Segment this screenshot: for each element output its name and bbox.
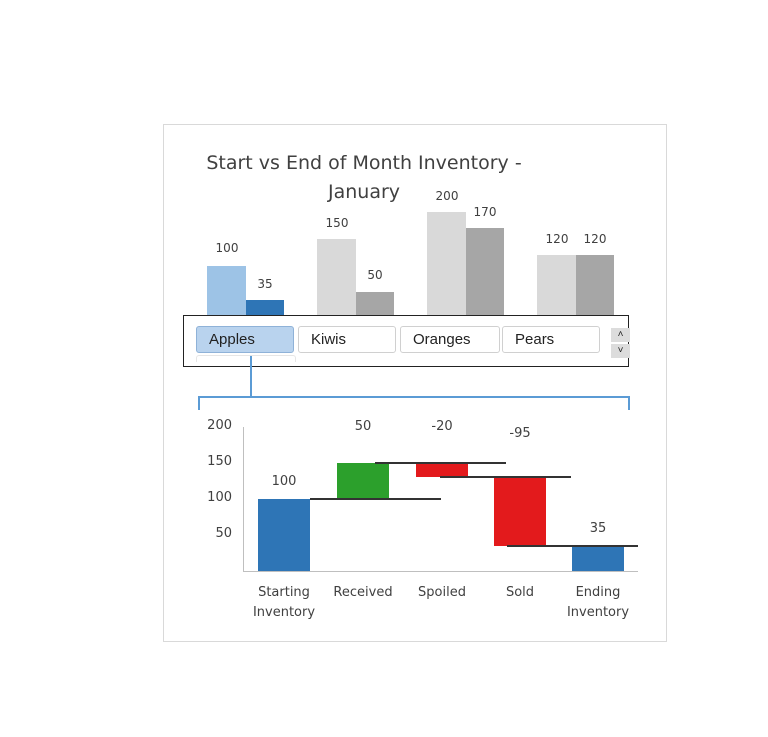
label-oranges-start: 200 <box>435 189 459 203</box>
y-tick-100: 100 <box>207 490 232 505</box>
scroll-down-button[interactable]: ˅ <box>611 344 630 358</box>
title-line-1: Start vs End of Month Inventory - <box>206 152 522 174</box>
wf-step-line-35 <box>507 545 638 547</box>
wf-value-spoiled: -20 <box>431 419 453 434</box>
chevron-up-icon: ˄ <box>617 329 624 340</box>
connector-bracket-top <box>198 396 629 398</box>
bar-pears-end[interactable] <box>576 255 614 318</box>
title-line-2: January <box>327 181 401 203</box>
label-apples-start: 100 <box>215 241 239 255</box>
fruit-slicer: Apples Kiwis Oranges Pears ˄ ˅ <box>183 315 630 367</box>
wf-bar-ending-inventory[interactable] <box>572 546 624 571</box>
connector-bracket-left <box>198 396 200 410</box>
wf-value-starting: 100 <box>271 474 297 489</box>
chart-title: Start vs End of Month Inventory - Januar… <box>164 149 564 207</box>
wf-category-starting-inventory: Starting Inventory <box>244 583 324 623</box>
scroll-up-button[interactable]: ˄ <box>611 328 630 342</box>
wf-step-line-150 <box>375 462 506 464</box>
cat-line-2: Inventory <box>252 605 316 620</box>
wf-category-spoiled: Spoiled <box>402 583 482 603</box>
cat-line-1: Sold <box>505 585 535 600</box>
wf-bar-sold[interactable] <box>494 477 546 546</box>
wf-category-sold: Sold <box>480 583 560 603</box>
bar-apples-start[interactable] <box>207 266 246 318</box>
wf-value-ending: 35 <box>589 521 607 536</box>
slicer-item-oranges[interactable]: Oranges <box>400 326 500 353</box>
bar-apples-end[interactable] <box>246 300 284 318</box>
label-pears-end: 120 <box>583 232 607 246</box>
y-tick-200: 200 <box>207 418 232 433</box>
y-tick-50: 50 <box>215 526 232 541</box>
wf-category-received: Received <box>323 583 403 603</box>
slicer-next-row-hint <box>196 355 296 362</box>
label-oranges-end: 170 <box>473 205 497 219</box>
cat-line-1: Spoiled <box>418 585 466 600</box>
wf-category-ending-inventory: Ending Inventory <box>558 583 638 623</box>
cat-line-1: Received <box>333 585 393 600</box>
label-kiwis-end: 50 <box>367 268 383 282</box>
label-apples-end: 35 <box>257 277 273 291</box>
wf-bar-starting-inventory[interactable] <box>258 499 310 571</box>
bar-kiwis-end[interactable] <box>356 292 394 318</box>
y-tick-150: 150 <box>207 454 232 469</box>
chart-panel: Start vs End of Month Inventory - Januar… <box>163 124 667 642</box>
cat-line-1: Ending <box>575 585 621 600</box>
slicer-item-apples[interactable]: Apples <box>196 326 294 353</box>
chevron-down-icon: ˅ <box>617 345 624 356</box>
y-axis-line <box>243 427 244 571</box>
x-axis-line <box>243 571 638 572</box>
connector-vertical <box>250 356 252 396</box>
wf-step-line-130 <box>440 476 571 478</box>
bar-kiwis-start[interactable] <box>317 239 356 318</box>
slicer-item-kiwis[interactable]: Kiwis <box>298 326 396 353</box>
bar-pears-start[interactable] <box>537 255 576 318</box>
wf-step-line-100 <box>310 498 441 500</box>
bar-oranges-end[interactable] <box>466 228 504 318</box>
label-pears-start: 120 <box>545 232 569 246</box>
slicer-item-pears[interactable]: Pears <box>502 326 600 353</box>
label-kiwis-start: 150 <box>325 216 349 230</box>
wf-value-received: 50 <box>354 419 372 434</box>
cat-line-2: Inventory <box>566 605 630 620</box>
connector-bracket-right <box>628 396 630 410</box>
wf-bar-spoiled[interactable] <box>416 463 468 477</box>
cat-line-1: Starting <box>258 585 310 600</box>
bar-oranges-start[interactable] <box>427 212 466 318</box>
wf-value-sold: -95 <box>509 426 531 441</box>
wf-bar-received[interactable] <box>337 463 389 499</box>
